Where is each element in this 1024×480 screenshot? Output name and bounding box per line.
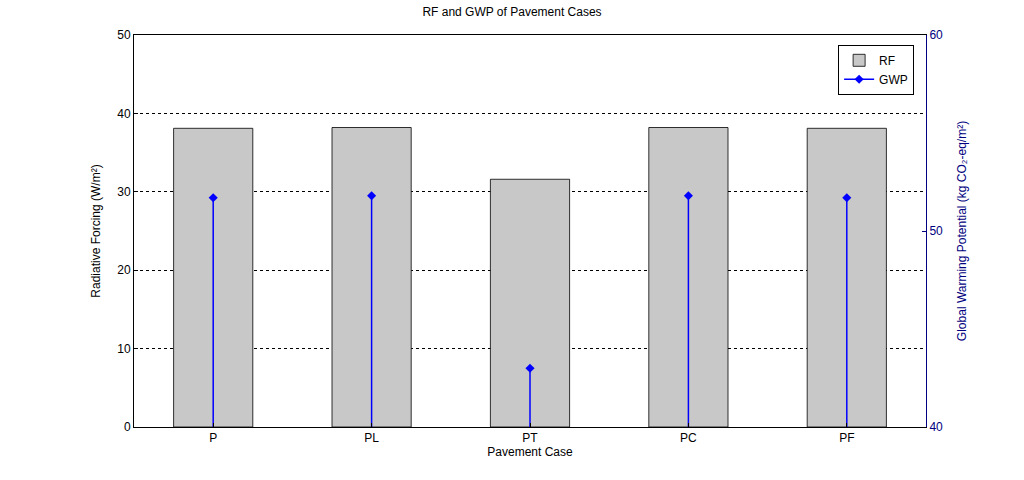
svg-text:Global Warming Potential (kg C: Global Warming Potential (kg CO₂-eq/m²) [955, 121, 969, 341]
svg-text:Pavement Case: Pavement Case [487, 445, 573, 459]
svg-text:Radiative Forcing (W/m²): Radiative Forcing (W/m²) [89, 164, 103, 297]
svg-text:40: 40 [117, 107, 131, 121]
svg-text:50: 50 [117, 28, 131, 42]
svg-text:30: 30 [117, 185, 131, 199]
svg-text:40: 40 [929, 420, 943, 434]
svg-text:PT: PT [522, 431, 538, 445]
svg-text:20: 20 [117, 263, 131, 277]
svg-text:P: P [209, 431, 217, 445]
svg-text:RF: RF [879, 54, 895, 68]
svg-text:GWP: GWP [879, 73, 908, 87]
svg-text:60: 60 [929, 28, 943, 42]
svg-text:PF: PF [839, 431, 854, 445]
svg-text:PC: PC [680, 431, 697, 445]
svg-text:RF and GWP of Pavement Cases: RF and GWP of Pavement Cases [422, 5, 601, 19]
svg-text:10: 10 [117, 342, 131, 356]
svg-text:0: 0 [124, 420, 131, 434]
svg-text:PL: PL [364, 431, 379, 445]
svg-text:50: 50 [929, 224, 943, 238]
